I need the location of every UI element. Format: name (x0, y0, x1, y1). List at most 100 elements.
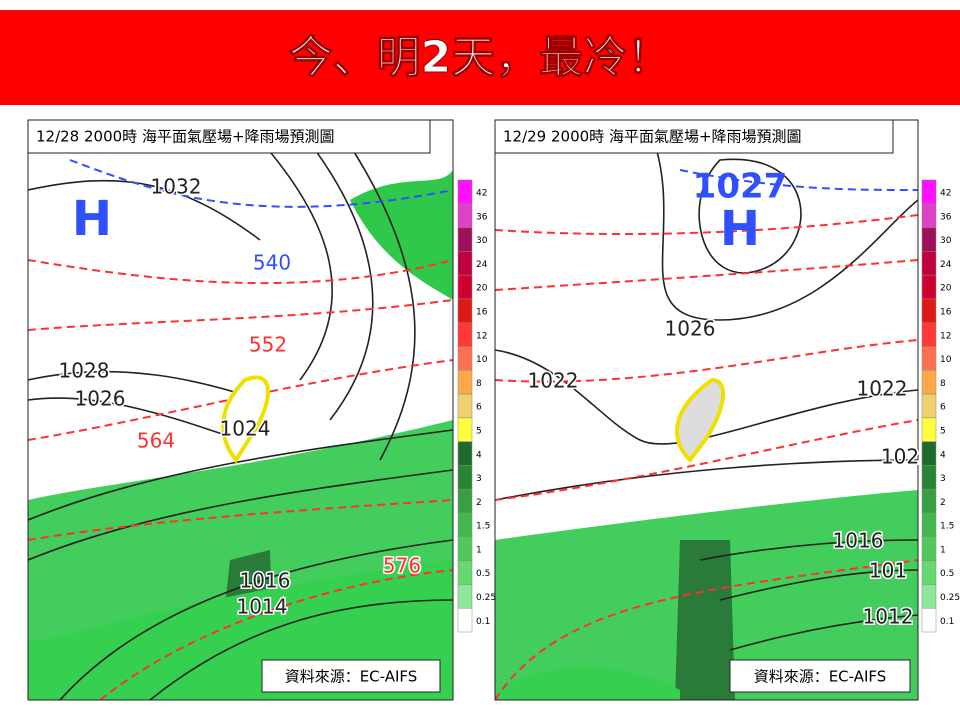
map-label: 1012 (863, 605, 914, 629)
colorbar-label: 30 (476, 236, 488, 246)
colorbar-swatch (921, 489, 937, 514)
map-label: 1016 (240, 569, 291, 593)
colorbar-label: 42 (940, 189, 951, 199)
map-label: 1028 (59, 359, 110, 383)
colorbar-swatch (921, 251, 937, 276)
colorbar-label: 2 (940, 498, 946, 508)
colorbar-label: 1 (940, 545, 946, 555)
source-text: 資料來源：EC-AIFS (285, 668, 418, 686)
colorbar-label: 0.1 (940, 617, 954, 627)
source-box (261, 659, 441, 693)
colorbar-swatch (457, 465, 473, 490)
colorbar-label: 4 (940, 450, 946, 460)
colorbar-label: 20 (476, 284, 488, 294)
colorbar-swatch (457, 393, 473, 419)
colorbar-swatch (457, 179, 473, 205)
map-label: 1016 (833, 529, 884, 553)
colorbar-label: 5 (476, 426, 482, 436)
colorbar-swatch (921, 465, 937, 490)
map-label: 101 (869, 559, 907, 583)
colorbar-swatch (457, 536, 473, 561)
colorbar-swatch (921, 536, 937, 561)
colorbar-swatch (921, 322, 937, 347)
map-label: 1014 (237, 595, 288, 619)
colorbar-swatch (457, 489, 473, 514)
colorbar-label: 42 (476, 189, 487, 199)
colorbar-swatch (921, 227, 937, 252)
colorbar-swatch (457, 298, 473, 323)
map-label: 576 (383, 554, 421, 578)
colorbar-label: 24 (476, 260, 488, 270)
colorbar-swatch (457, 417, 473, 442)
colorbar-swatch (921, 560, 937, 585)
colorbar-label: 10 (940, 355, 952, 365)
banner-title: 今、明2天，最冷！ (289, 32, 672, 83)
colorbar-swatch (457, 441, 473, 466)
colorbar-label: 2 (476, 498, 482, 508)
panel-header: 12/28 2000時 海平面氣壓場+降雨場預測圖 (36, 128, 335, 146)
colorbar-label: 24 (940, 260, 952, 270)
colorbar-label: 12 (476, 331, 487, 341)
colorbar-swatch (457, 607, 473, 633)
colorbar-label: 5 (940, 426, 946, 436)
map-label: 1032 (151, 175, 202, 199)
map-label: 1022 (857, 377, 908, 401)
source-text: 資料來源：EC-AIFS (754, 668, 887, 686)
colorbar-label: 8 (940, 379, 946, 389)
map-left (28, 120, 453, 700)
colorbar-swatch (921, 179, 937, 205)
map-label: H (72, 191, 112, 247)
colorbar-label: 36 (476, 212, 488, 222)
colorbar-swatch (457, 322, 473, 347)
colorbar-label: 4 (476, 450, 482, 460)
colorbar-swatch (921, 512, 937, 538)
colorbar-swatch (921, 298, 937, 323)
colorbar-label: 10 (476, 355, 488, 365)
header-box (494, 119, 894, 154)
colorbar-swatch (457, 584, 473, 609)
colorbar-label: 0.25 (940, 593, 960, 603)
colorbar-swatch (921, 274, 937, 300)
colorbar-label: 16 (476, 308, 488, 318)
map-label: 1027 (693, 167, 788, 207)
map-label: 564 (137, 429, 175, 453)
colorbar-label: 8 (476, 379, 482, 389)
map-label: H (720, 201, 760, 257)
colorbar-swatch (921, 393, 937, 419)
colorbar-label: 0.25 (476, 593, 496, 603)
colorbar-swatch (921, 417, 937, 442)
banner (0, 10, 960, 105)
colorbar-swatch (457, 370, 473, 395)
colorbar-label: 3 (940, 474, 946, 484)
colorbar-label: 30 (940, 236, 952, 246)
colorbar-label: 20 (940, 284, 952, 294)
colorbar-swatch (921, 584, 937, 609)
colorbar-label: 36 (940, 212, 952, 222)
colorbar-swatch (457, 512, 473, 538)
panel-header: 12/29 2000時 海平面氣壓場+降雨場預測圖 (503, 128, 802, 146)
colorbar-label: 6 (940, 403, 946, 413)
colorbar-label: 1.5 (940, 522, 954, 532)
map-label: 1026 (665, 317, 716, 341)
colorbar-swatch (457, 203, 473, 228)
colorbar-swatch (921, 441, 937, 466)
colorbar-swatch (921, 346, 937, 371)
colorbar-swatch (457, 227, 473, 252)
colorbar-label: 3 (476, 474, 482, 484)
source-box (729, 659, 911, 693)
colorbar-swatch (921, 607, 937, 633)
colorbar-swatch (921, 203, 937, 228)
map-label: 1026 (75, 387, 126, 411)
colorbar-swatch (457, 346, 473, 371)
colorbar-label: 1 (476, 545, 482, 555)
map-label: 540 (253, 251, 291, 275)
map-label: 1022 (528, 369, 579, 393)
map-label: 552 (249, 333, 287, 357)
colorbar-swatch (921, 370, 937, 395)
colorbar-label: 12 (940, 331, 951, 341)
map-label: 102 (881, 445, 919, 469)
colorbar-swatch (457, 251, 473, 276)
header-box (27, 119, 431, 154)
colorbar-label: 6 (476, 403, 482, 413)
